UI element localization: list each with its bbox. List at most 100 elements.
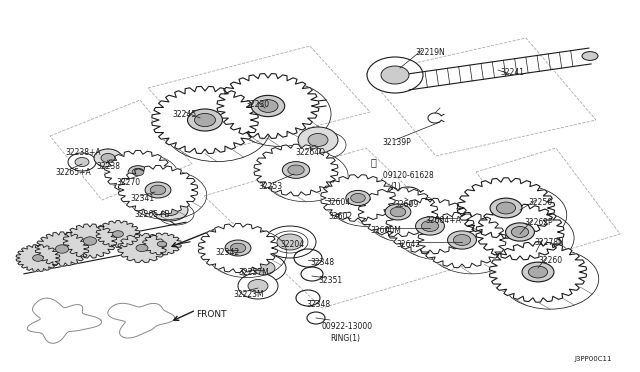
Text: 32237M: 32237M (238, 268, 269, 277)
Ellipse shape (75, 157, 89, 167)
Ellipse shape (150, 185, 166, 195)
Ellipse shape (308, 134, 328, 147)
Polygon shape (16, 245, 60, 271)
Text: 32342: 32342 (215, 248, 239, 257)
Ellipse shape (252, 95, 285, 117)
Polygon shape (386, 198, 474, 254)
Text: 32604+A: 32604+A (425, 216, 461, 225)
Text: 32238+A: 32238+A (65, 148, 100, 157)
Text: 32250: 32250 (528, 198, 552, 207)
Text: 32609: 32609 (394, 200, 419, 209)
Ellipse shape (128, 166, 148, 178)
Ellipse shape (225, 240, 251, 256)
Ellipse shape (511, 227, 529, 237)
Polygon shape (104, 150, 172, 193)
Polygon shape (35, 232, 89, 266)
Text: 32642: 32642 (396, 240, 420, 249)
Polygon shape (490, 242, 587, 302)
Ellipse shape (506, 223, 534, 241)
Text: 32223M: 32223M (233, 290, 264, 299)
Ellipse shape (132, 168, 144, 176)
Text: RING(1): RING(1) (330, 334, 360, 343)
Ellipse shape (33, 255, 44, 261)
Polygon shape (118, 166, 198, 215)
Text: FRONT: FRONT (196, 310, 227, 319)
Polygon shape (321, 175, 396, 221)
Text: 32265+A: 32265+A (55, 168, 91, 177)
Text: 32262P: 32262P (524, 218, 552, 227)
Ellipse shape (298, 127, 338, 153)
Ellipse shape (277, 234, 303, 250)
Ellipse shape (381, 66, 409, 84)
Ellipse shape (242, 254, 286, 282)
Ellipse shape (351, 193, 365, 203)
Text: 32602: 32602 (328, 212, 352, 221)
Ellipse shape (264, 226, 316, 258)
Text: 32600M: 32600M (370, 226, 401, 235)
Ellipse shape (136, 244, 148, 251)
Polygon shape (254, 144, 338, 196)
Ellipse shape (385, 204, 411, 220)
Ellipse shape (68, 153, 96, 171)
Ellipse shape (161, 205, 179, 215)
Ellipse shape (447, 231, 476, 249)
Ellipse shape (56, 245, 68, 253)
Ellipse shape (288, 165, 304, 175)
Text: 32241: 32241 (500, 68, 524, 77)
Ellipse shape (195, 113, 216, 126)
Text: 32270: 32270 (116, 178, 140, 187)
Text: 32265+B: 32265+B (134, 210, 170, 219)
Ellipse shape (346, 190, 370, 206)
Ellipse shape (248, 279, 268, 292)
Text: 32245: 32245 (172, 110, 196, 119)
Text: Ⓑ: Ⓑ (370, 157, 376, 167)
Ellipse shape (529, 266, 548, 278)
Ellipse shape (522, 262, 554, 282)
Text: 32264Q: 32264Q (295, 148, 325, 157)
Text: 32230: 32230 (245, 100, 269, 109)
Polygon shape (217, 74, 319, 138)
Text: 32238: 32238 (96, 162, 120, 171)
Text: 32604: 32604 (326, 198, 350, 207)
Ellipse shape (497, 202, 516, 214)
Text: 32341: 32341 (130, 194, 154, 203)
Ellipse shape (83, 237, 97, 245)
Polygon shape (458, 178, 555, 238)
Ellipse shape (230, 243, 246, 253)
Text: 32204: 32204 (280, 240, 304, 249)
Text: 32348: 32348 (306, 300, 330, 309)
Polygon shape (476, 204, 564, 260)
Ellipse shape (157, 241, 167, 247)
Ellipse shape (421, 221, 438, 231)
Ellipse shape (145, 182, 171, 198)
Text: 00922-13000: 00922-13000 (322, 322, 373, 331)
Text: (1): (1) (390, 182, 401, 191)
Text: 32278N: 32278N (534, 238, 564, 247)
Ellipse shape (390, 207, 406, 217)
Ellipse shape (113, 231, 124, 237)
Text: 32260: 32260 (538, 256, 562, 265)
Text: ¸09120-61628: ¸09120-61628 (380, 170, 435, 179)
Ellipse shape (238, 273, 278, 299)
Text: 32139P: 32139P (382, 138, 411, 147)
Ellipse shape (415, 217, 444, 235)
Text: 32219N: 32219N (415, 48, 445, 57)
Polygon shape (358, 187, 438, 237)
Ellipse shape (367, 57, 423, 93)
Polygon shape (143, 233, 181, 255)
Polygon shape (198, 224, 278, 273)
Ellipse shape (253, 261, 275, 275)
Ellipse shape (523, 244, 549, 260)
Ellipse shape (152, 199, 188, 221)
Text: 32348: 32348 (310, 258, 334, 267)
Ellipse shape (490, 198, 522, 218)
Polygon shape (63, 224, 116, 258)
Text: J3PP00C11: J3PP00C11 (574, 356, 611, 362)
Text: 32351: 32351 (318, 276, 342, 285)
Ellipse shape (453, 234, 470, 246)
Ellipse shape (101, 154, 115, 163)
Ellipse shape (510, 236, 562, 268)
Polygon shape (152, 86, 258, 154)
Ellipse shape (582, 52, 598, 60)
Polygon shape (96, 221, 140, 247)
